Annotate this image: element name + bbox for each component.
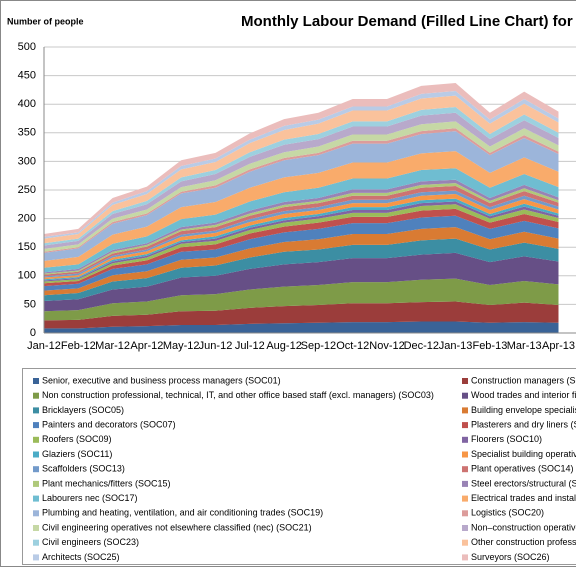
legend-swatch	[462, 378, 468, 384]
y-tick-label: 150	[18, 241, 36, 253]
legend-label: Steel erectors/structural (SO	[471, 478, 576, 488]
x-tick-label: Feb-13	[472, 340, 507, 352]
x-tick-label: Mar-12	[95, 340, 130, 352]
legend-label: Civil engineering operatives not elsewhe…	[42, 522, 312, 532]
y-tick-label: 0	[30, 327, 36, 339]
legend-label: Plant operatives (SOC14)	[471, 464, 574, 474]
x-tick-label: Nov-12	[369, 340, 404, 352]
legend-swatch	[33, 436, 39, 443]
legend-label: Surveyors (SOC26)	[471, 552, 550, 562]
legend-swatch	[462, 495, 468, 502]
legend-swatch	[33, 422, 39, 429]
legend-swatch	[462, 407, 468, 414]
y-tick-label: 500	[18, 41, 36, 53]
legend-swatch	[33, 554, 39, 561]
area	[44, 227, 559, 296]
legend-swatch	[33, 451, 39, 458]
legend-label: Plant mechanics/fitters (SOC15)	[42, 478, 171, 488]
x-tick-label: Oct-12	[336, 340, 369, 352]
legend-swatch	[462, 525, 468, 531]
legend-label: Floorers (SOC10)	[471, 434, 542, 444]
legend-swatch	[462, 466, 468, 473]
legend-label: Roofers (SOC09)	[42, 434, 112, 444]
legend-swatch	[462, 392, 468, 399]
legend-swatch	[33, 539, 39, 546]
y-tick-label: 250	[18, 184, 36, 196]
legend-label: Specialist building operative	[471, 449, 576, 459]
legend-label: Senior, executive and business process m…	[42, 375, 281, 385]
legend-swatch	[462, 554, 468, 561]
legend-swatch	[33, 510, 39, 517]
x-tick-label: May-12	[163, 340, 200, 352]
legend-swatch	[462, 422, 468, 429]
legend-swatch	[462, 451, 468, 458]
legend-swatch	[33, 466, 39, 473]
legend-swatch	[33, 378, 39, 384]
legend-label: Other construction professi	[471, 537, 576, 547]
y-tick-label: 100	[18, 270, 36, 282]
x-tick-label: Aug-12	[266, 340, 301, 352]
legend-label: Plumbing and heating, ventilation, and a…	[42, 508, 323, 518]
y-tick-label: 300	[18, 155, 36, 167]
x-tick-label: Jun-12	[199, 340, 233, 352]
legend-label: Plasterers and dry liners (SO	[471, 419, 576, 429]
area	[44, 321, 559, 333]
area	[44, 301, 559, 329]
legend-swatch	[33, 495, 39, 502]
legend-label: Electrical trades and installa	[471, 493, 576, 503]
y-tick-label: 400	[18, 98, 36, 110]
legend-swatch	[33, 480, 39, 487]
area	[44, 238, 559, 301]
legend-label: Civil engineers (SOC23)	[42, 537, 139, 547]
legend-label: Painters and decorators (SOC07)	[42, 419, 176, 429]
legend-label: Building envelope specialist	[471, 405, 576, 415]
legend-label: Glaziers (SOC11)	[42, 449, 112, 459]
legend-swatch	[462, 510, 468, 517]
y-tick-label: 200	[18, 213, 36, 225]
legend-swatch	[33, 525, 39, 531]
legend-label: Wood trades and interior fit	[471, 390, 576, 400]
x-tick-label: Jan-13	[439, 340, 473, 352]
x-tick-label: Sep-12	[301, 340, 336, 352]
legend-label: Non–construction operative	[471, 522, 576, 532]
y-tick-label: 350	[18, 127, 36, 139]
x-tick-label: Dec-12	[404, 340, 439, 352]
legend-swatch	[462, 539, 468, 546]
x-tick-label: Mar-13	[507, 340, 542, 352]
y-tick-label: 50	[24, 298, 36, 310]
legend-swatch	[33, 407, 39, 414]
legend-box	[22, 368, 576, 565]
chart-title: Monthly Labour Demand (Filled Line Chart…	[241, 13, 576, 30]
legend-swatch	[462, 480, 468, 487]
y-axis-label: Number of people	[7, 16, 84, 26]
x-tick-label: Apr-12	[130, 340, 163, 352]
x-tick-label: Jan-12	[27, 340, 61, 352]
x-tick-label: Jul-12	[235, 340, 265, 352]
x-tick-label: Feb-12	[61, 340, 96, 352]
y-tick-label: 450	[18, 70, 36, 82]
area	[44, 278, 559, 321]
area	[44, 252, 559, 312]
legend-label: Labourers nec (SOC17)	[42, 493, 138, 503]
legend-swatch	[462, 436, 468, 443]
legend-label: Scaffolders (SOC13)	[42, 464, 125, 474]
legend-label: Architects (SOC25)	[42, 552, 120, 562]
x-tick-label: Apr-13	[542, 340, 575, 352]
legend-label: Logistics (SOC20)	[471, 508, 544, 518]
legend-label: Bricklayers (SOC05)	[42, 405, 124, 415]
legend-swatch	[33, 392, 39, 399]
area	[44, 215, 559, 291]
legend-label: Construction managers (SOC0	[471, 375, 576, 385]
legend-label: Non construction professional, technical…	[42, 390, 434, 400]
